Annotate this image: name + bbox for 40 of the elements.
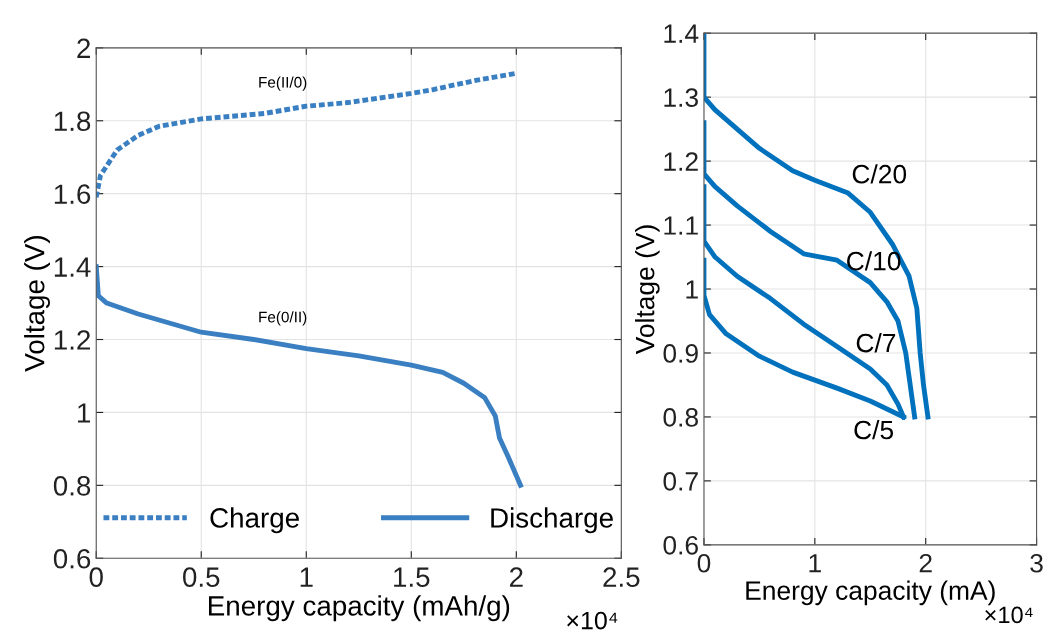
text: ×10⁴ (985, 606, 1033, 624)
x-tick-label: 2 (509, 567, 523, 587)
x-tick-label: 2 (919, 553, 932, 573)
y-tick-label: 1.8 (54, 111, 91, 132)
x-tick-label: 1.5 (394, 567, 430, 587)
y-tick-label: 1.2 (54, 330, 90, 350)
x-tick-label: 1 (809, 554, 821, 573)
y-tick-label: 0.6 (53, 548, 91, 569)
y-axis-title: Voltage (V) (635, 225, 660, 355)
y-tick-label: 0.9 (663, 344, 698, 363)
legend-label: Discharge (491, 507, 613, 534)
y-tick-label: 0.8 (663, 408, 698, 427)
annotation: Fe(0/II) (259, 311, 307, 326)
y-tick-label: 1.3 (664, 88, 698, 107)
y-tick-label: 1.2 (664, 152, 698, 171)
x-tick-label: 2.5 (603, 567, 640, 587)
x-tick-label: 0.5 (183, 567, 220, 587)
annotation: C/5 (854, 419, 894, 440)
y-tick-label: 1 (686, 280, 698, 299)
x-axis-title: Energy capacity (mAh/g) (209, 595, 510, 622)
y-tick-label: 0.6 (663, 535, 698, 555)
y-axis-title: Voltage (V) (24, 236, 50, 372)
x-tick-label: 0 (697, 553, 711, 573)
y-tick-label: 1.1 (664, 216, 698, 235)
y-tick-label: 0.8 (53, 476, 91, 496)
x-axis-title: Energy capacity (mA) (746, 580, 995, 606)
x-tick-label: 0 (89, 567, 103, 587)
y-tick-label: 1.6 (54, 184, 91, 205)
y-tick-label: 1.4 (54, 257, 91, 277)
y-tick-label: 1 (78, 403, 91, 423)
y-tick-label: 1.4 (664, 24, 699, 43)
y-tick-label: 0.7 (663, 472, 698, 491)
x-tick-label: 1 (300, 567, 313, 587)
annotation: C/20 (852, 164, 907, 184)
x-tick-label: 3 (1030, 553, 1043, 573)
text: ×10⁴ (567, 611, 618, 630)
annotation: Fe(II/0) (259, 76, 307, 91)
legend-label: Charge (210, 507, 299, 534)
annotation: C/7 (856, 333, 896, 353)
y-tick-label: 2 (77, 38, 90, 58)
